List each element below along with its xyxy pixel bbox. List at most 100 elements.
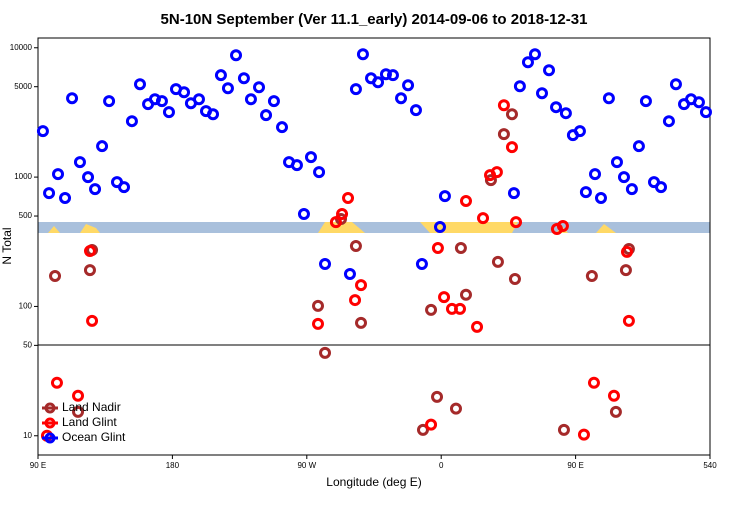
- point: [72, 389, 85, 402]
- point: [425, 303, 438, 316]
- point: [342, 192, 355, 205]
- point: [133, 78, 146, 91]
- point: [125, 115, 138, 128]
- point: [355, 316, 368, 329]
- x-tick-label: 90 W: [297, 461, 316, 470]
- point: [253, 81, 266, 94]
- point: [73, 156, 86, 169]
- point: [237, 72, 250, 85]
- point: [454, 242, 467, 255]
- point: [409, 104, 422, 117]
- y-axis-label: N Total: [0, 227, 14, 264]
- point: [573, 125, 586, 138]
- y-tick-label: 10: [23, 431, 32, 440]
- chart-title: 5N-10N September (Ver 11.1_early) 2014-0…: [161, 11, 588, 28]
- point: [639, 95, 652, 108]
- point: [490, 166, 503, 179]
- x-tick-label: 90 E: [567, 461, 583, 470]
- point: [349, 240, 362, 253]
- legend-label: Land Glint: [62, 415, 117, 429]
- point: [536, 87, 548, 100]
- point: [52, 168, 65, 181]
- point: [349, 83, 362, 96]
- legend-marker: [44, 402, 56, 414]
- point: [459, 288, 472, 301]
- y-tick-label: 10000: [10, 43, 33, 52]
- point: [66, 92, 79, 105]
- point: [178, 86, 191, 99]
- point: [699, 106, 712, 119]
- point: [343, 268, 356, 281]
- point: [577, 428, 590, 441]
- point: [329, 216, 342, 229]
- point: [438, 190, 451, 203]
- point: [83, 264, 96, 277]
- plot-frame: [37, 37, 711, 456]
- point: [118, 181, 131, 194]
- x-tick-label: 90 E: [30, 461, 46, 470]
- point: [528, 48, 541, 61]
- point: [617, 171, 630, 184]
- point: [36, 125, 49, 138]
- y-tick-label: 100: [19, 302, 33, 311]
- point: [96, 140, 109, 153]
- point: [221, 82, 234, 95]
- point: [155, 95, 168, 108]
- point: [89, 183, 102, 196]
- x-axis-label: Longitude (deg E): [326, 475, 421, 489]
- point: [632, 140, 645, 153]
- point: [585, 269, 598, 282]
- point: [579, 186, 592, 199]
- point: [192, 93, 205, 106]
- point: [372, 76, 385, 89]
- point: [497, 99, 510, 112]
- point: [72, 405, 85, 418]
- x-tick-label: 180: [166, 461, 180, 470]
- point: [607, 389, 620, 402]
- point: [513, 80, 526, 93]
- point: [312, 299, 324, 312]
- point: [449, 402, 462, 415]
- point: [550, 101, 563, 114]
- point: [402, 79, 415, 92]
- point: [425, 418, 438, 431]
- point: [276, 121, 289, 134]
- point: [438, 291, 451, 304]
- y-tick-label: 500: [19, 211, 33, 220]
- point: [622, 314, 635, 327]
- point: [557, 423, 570, 436]
- point: [290, 159, 303, 172]
- y-tick-label: 1000: [14, 172, 32, 181]
- point: [505, 108, 518, 121]
- point: [49, 269, 62, 282]
- point: [336, 208, 349, 221]
- point: [619, 264, 632, 277]
- point: [319, 346, 332, 359]
- point: [610, 156, 623, 169]
- point: [625, 183, 638, 196]
- point: [434, 221, 447, 234]
- point: [497, 128, 510, 141]
- point: [244, 93, 257, 106]
- point: [602, 92, 615, 105]
- point: [103, 95, 116, 108]
- point: [82, 171, 95, 184]
- point: [230, 49, 243, 62]
- point: [83, 245, 96, 258]
- point: [655, 181, 668, 194]
- point: [521, 56, 534, 69]
- point: [505, 141, 518, 154]
- point: [543, 64, 556, 77]
- point: [349, 294, 362, 307]
- point: [355, 279, 368, 292]
- point: [162, 106, 175, 119]
- point: [50, 376, 63, 389]
- point: [416, 423, 429, 436]
- point: [454, 302, 467, 315]
- point: [214, 69, 227, 82]
- point: [386, 69, 399, 82]
- point: [669, 78, 682, 91]
- point: [312, 317, 324, 330]
- point: [471, 320, 484, 333]
- point: [662, 115, 675, 128]
